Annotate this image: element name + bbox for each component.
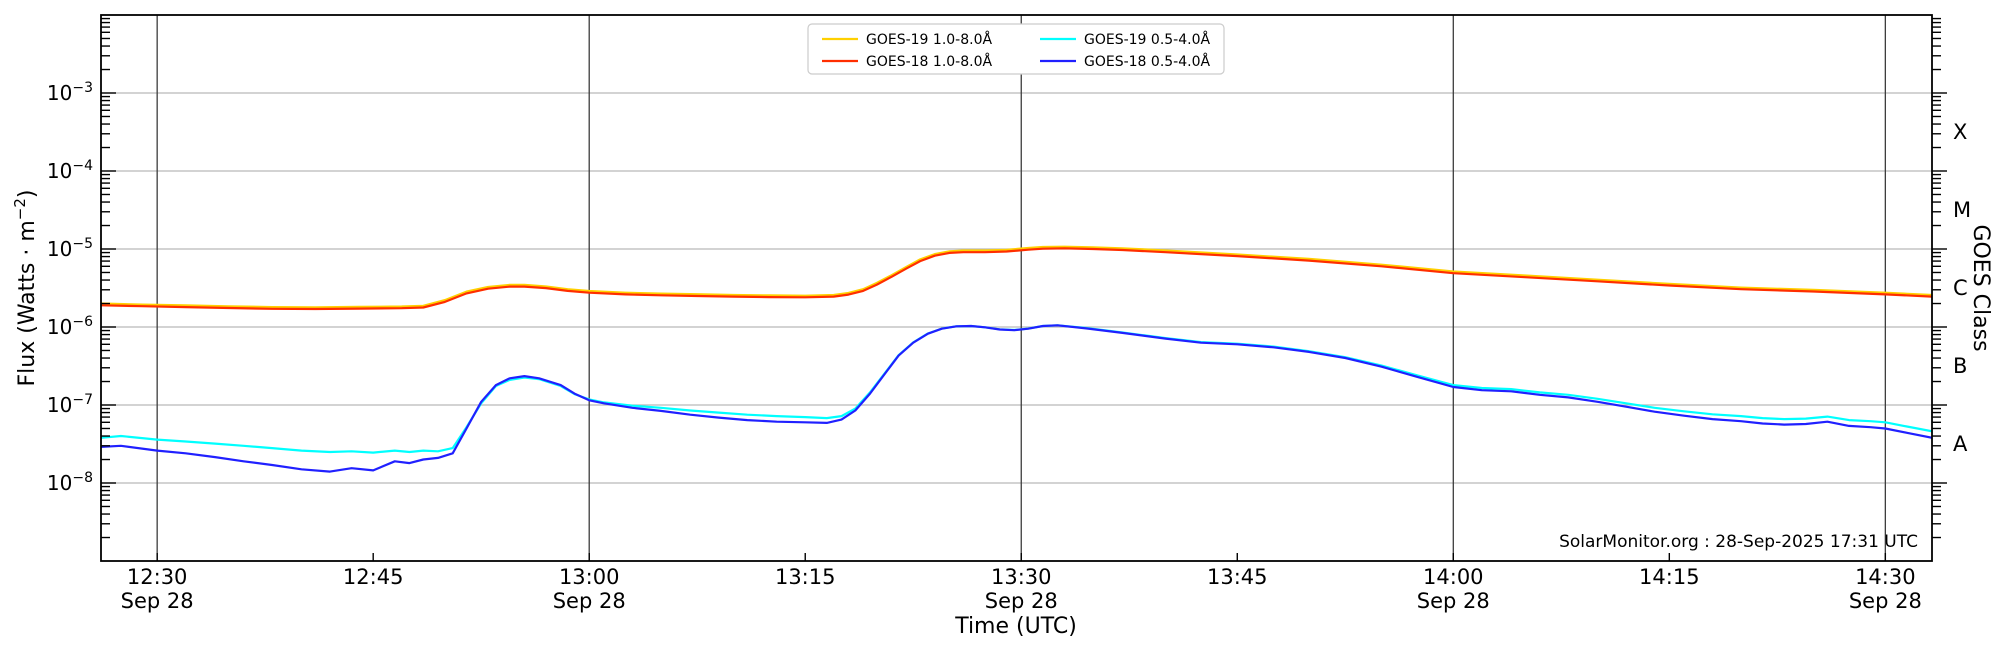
x-tick-date-label: Sep 28 xyxy=(1417,589,1490,613)
goes-class-label-c: C xyxy=(1953,276,1968,300)
y-axis-title: Flux (Watts · m−2) xyxy=(11,190,40,387)
x-tick-label: 13:15 xyxy=(775,565,836,589)
horizontal-gridlines xyxy=(101,92,1932,484)
y-axis-title-text: Flux (Watts · m xyxy=(15,220,40,386)
x-tick-label: 12:45 xyxy=(343,565,404,589)
y-tick-label: 10−5 xyxy=(47,236,93,261)
series-line-2 xyxy=(101,247,1932,311)
y-tick-label: 10−6 xyxy=(47,314,93,339)
legend-box xyxy=(807,23,1225,75)
plot-border xyxy=(100,14,1933,562)
legend-label: GOES-19 0.5-4.0Å xyxy=(1084,31,1210,48)
goes-class-label-a: A xyxy=(1953,432,1968,456)
legend-label: GOES-18 0.5-4.0Å xyxy=(1084,53,1210,70)
axis-ticks xyxy=(101,17,1947,561)
x-tick-label: 14:00 xyxy=(1423,565,1484,589)
x-axis-title: Time (UTC) xyxy=(954,614,1077,639)
goes-class-label-m: M xyxy=(1953,198,1971,222)
series-line-3 xyxy=(101,324,1932,454)
y-tick-label: 10−7 xyxy=(47,392,93,417)
y-axis-title-suffix: ) xyxy=(15,190,40,199)
x-tick-label: 13:45 xyxy=(1207,565,1268,589)
x-tick-date-label: Sep 28 xyxy=(1849,589,1922,613)
series-lines xyxy=(101,245,1932,473)
series-line-4 xyxy=(101,324,1932,473)
x-tick-label: 14:30 xyxy=(1855,565,1916,589)
goes-class-label-b: B xyxy=(1953,354,1967,378)
x-tick-label: 12:30 xyxy=(127,565,188,589)
goes-class-labels: X M C B A xyxy=(1953,120,1971,456)
y-tick-label: 10−4 xyxy=(47,158,93,183)
y-tick-label: 10−3 xyxy=(47,80,93,105)
goes-class-label-x: X xyxy=(1953,120,1967,144)
x-tick-date-label: Sep 28 xyxy=(121,589,194,613)
source-timestamp-annotation: SolarMonitor.org : 28-Sep-2025 17:31 UTC xyxy=(1559,532,1918,552)
x-tick-date-label: Sep 28 xyxy=(985,589,1058,613)
x-tick-label: 14:15 xyxy=(1639,565,1700,589)
x-tick-label: 13:00 xyxy=(559,565,620,589)
legend: GOES-19 1.0-8.0Å GOES-18 1.0-8.0Å GOES-19 … xyxy=(807,23,1225,75)
y-tick-label: 10−8 xyxy=(47,470,93,495)
right-axis-title: GOES Class xyxy=(1968,224,1993,351)
legend-label: GOES-19 1.0-8.0Å xyxy=(866,31,992,48)
x-tick-label: 13:30 xyxy=(991,565,1052,589)
vertical-gridlines xyxy=(156,15,1886,561)
legend-label: GOES-18 1.0-8.0Å xyxy=(866,53,992,70)
y-tick-labels: 10−3 10−4 10−5 10−6 10−7 10−8 xyxy=(47,80,93,495)
x-tick-date-label: Sep 28 xyxy=(553,589,626,613)
y-axis-title-superscript: −2 xyxy=(11,198,29,220)
series-line-1 xyxy=(101,245,1932,309)
